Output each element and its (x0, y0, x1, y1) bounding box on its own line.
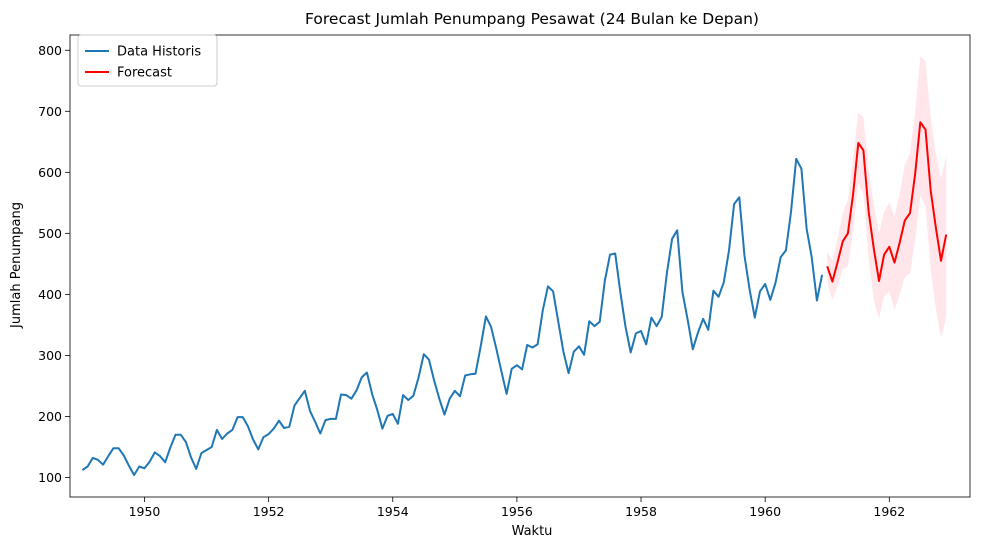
forecast-confidence-band (827, 56, 947, 339)
y-tick-label: 400 (38, 287, 62, 302)
legend: Data Historis Forecast (77, 34, 218, 87)
x-tick-label: 1954 (377, 504, 409, 519)
series-line-historical (81, 157, 824, 476)
legend-box (77, 34, 218, 87)
y-tick-label: 700 (38, 104, 62, 119)
legend-label-forecast: Forecast (117, 66, 172, 81)
y-tick-label: 200 (38, 409, 62, 424)
y-axis-label: Jumlah Penumpang (9, 202, 24, 329)
y-tick-label: 600 (38, 165, 62, 180)
y-tick-label: 500 (38, 226, 62, 241)
x-tick-label: 1958 (625, 504, 657, 519)
y-tick-label: 300 (38, 348, 62, 363)
x-tick-label: 1962 (873, 504, 905, 519)
y-axis: 100 200 300 400 500 600 700 800 (38, 43, 70, 485)
chart-title: Forecast Jumlah Penumpang Pesawat (24 Bu… (305, 10, 759, 28)
x-tick-label: 1952 (253, 504, 285, 519)
y-tick-label: 100 (38, 470, 62, 485)
plot-frame (69, 34, 971, 498)
y-tick-label: 800 (38, 43, 62, 58)
x-axis-label: Waktu (512, 524, 553, 539)
x-tick-label: 1960 (749, 504, 781, 519)
plot-area (81, 56, 948, 476)
x-tick-label: 1950 (129, 504, 161, 519)
series-line-forecast (826, 121, 948, 283)
x-tick-label: 1956 (501, 504, 533, 519)
legend-label-historical: Data Historis (117, 45, 201, 60)
x-axis: 1950 1952 1954 1956 1958 1960 1962 (129, 497, 905, 519)
